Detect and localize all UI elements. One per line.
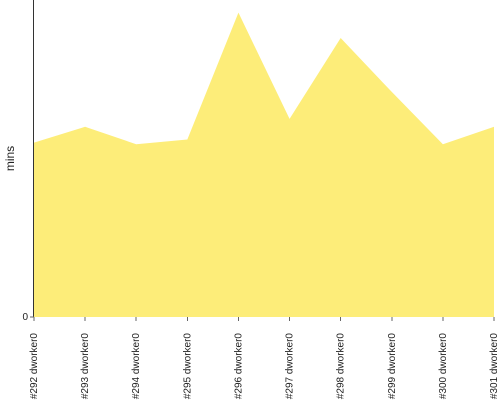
x-tick-label: #293 dworker0: [80, 333, 91, 400]
x-axis-ticks: #292 dworker0 #293 dworker0 #294 dworker0 #…: [29, 317, 500, 399]
x-tick-label: #296 dworker0: [233, 333, 244, 400]
data-point: [287, 116, 293, 122]
y-axis-title: mins: [3, 146, 17, 171]
data-point: [389, 89, 395, 95]
x-tick-label: #300 dworker0: [438, 333, 449, 400]
area-series-0: [34, 12, 494, 318]
x-tick-label: #298 dworker0: [336, 333, 347, 400]
data-point: [491, 124, 497, 130]
data-point: [235, 10, 241, 16]
x-tick-label: #295 dworker0: [182, 333, 193, 400]
y-axis-ticks: 0: [22, 312, 34, 323]
data-point: [338, 35, 344, 41]
x-tick-label: #297 dworker0: [285, 333, 296, 400]
data-point: [440, 141, 446, 147]
area-layer: [34, 10, 497, 318]
x-tick-label: #301 dworker0: [489, 333, 500, 400]
data-point: [133, 141, 139, 147]
data-point: [82, 124, 88, 130]
y-tick-label: 0: [22, 312, 28, 323]
data-point: [184, 136, 190, 142]
x-tick-label: #299 dworker0: [387, 333, 398, 400]
x-tick-label: #292 dworker0: [29, 333, 40, 400]
x-tick-label: #294 dworker0: [131, 333, 142, 400]
